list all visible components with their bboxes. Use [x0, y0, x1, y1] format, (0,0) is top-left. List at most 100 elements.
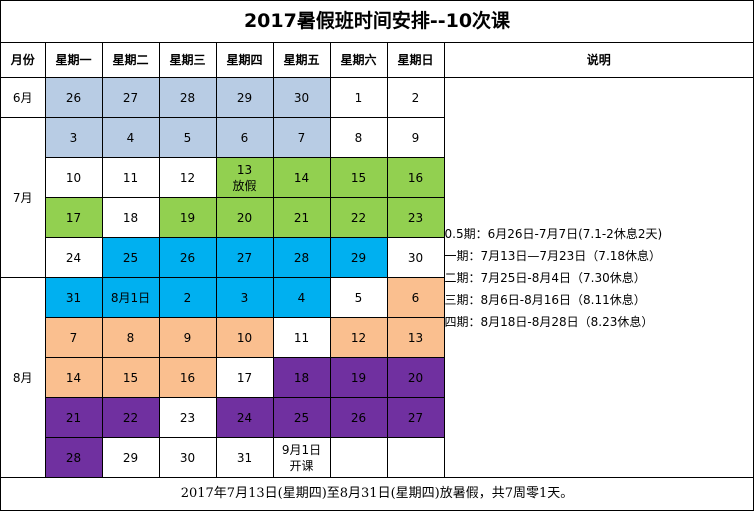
day-cell: 9 — [386, 117, 444, 158]
day-cell: 28 — [45, 437, 103, 478]
header-cell: 星期五 — [272, 43, 331, 78]
day-cell: 27 — [215, 237, 274, 278]
note-line: 一期：7月13日—7月23日（7.18休息） — [444, 248, 662, 263]
day-cell: 8月1日 — [101, 277, 160, 318]
day-cell: 9 — [158, 317, 217, 358]
header-row: 月份 星期一 星期二 星期三 星期四 星期五 星期六 星期日 说明 — [1, 43, 753, 78]
schedule-table: 月份 星期一 星期二 星期三 星期四 星期五 星期六 星期日 说明 6月 26 27 28 29 30 1 2 0… — [1, 43, 753, 478]
day-cell: 2 — [386, 77, 445, 118]
month-cell: 6月 — [1, 77, 46, 118]
day-cell: 22 — [329, 197, 388, 238]
day-cell: 20 — [215, 197, 274, 238]
day-cell: 23 — [386, 197, 444, 238]
day-cell: 18 — [101, 197, 160, 238]
header-cell: 说明 — [443, 43, 753, 78]
day-cell: 31 — [44, 277, 103, 318]
day-cell: 16 — [386, 157, 444, 198]
day-text: 开课 — [289, 458, 314, 473]
day-cell: 25 — [272, 397, 331, 438]
day-cell: 4 — [272, 277, 331, 318]
header-cell: 星期六 — [329, 43, 388, 78]
day-cell: 25 — [101, 237, 160, 278]
week-row: 14 15 16 17 18 19 20 — [1, 357, 753, 398]
day-cell — [386, 437, 444, 478]
day-cell: 28 — [272, 237, 331, 278]
day-cell: 17 — [45, 197, 103, 238]
day-cell: 29 — [215, 77, 274, 118]
day-cell: 22 — [101, 397, 160, 438]
day-cell: 19 — [329, 357, 388, 398]
day-cell: 16 — [158, 357, 217, 398]
header-cell: 星期四 — [215, 43, 274, 78]
day-cell: 14 — [45, 357, 103, 398]
day-cell: 12 — [158, 157, 217, 198]
day-cell: 3 — [44, 117, 103, 158]
day-cell: 19 — [158, 197, 217, 238]
header-cell: 月份 — [1, 43, 46, 78]
day-cell: 8 — [101, 317, 160, 358]
week-row: 17 18 19 20 21 22 23 — [1, 197, 753, 238]
week-row: 24 25 26 27 28 29 30 — [1, 237, 753, 278]
day-cell: 28 — [158, 77, 217, 118]
header-cell: 星期三 — [158, 43, 217, 78]
month-cell: 7月 — [1, 117, 46, 278]
day-cell: 12 — [329, 317, 388, 358]
day-cell: 11 — [101, 157, 160, 198]
week-row: 6月 26 27 28 29 30 1 2 0.5期：6月26日-7月7日(7.1-2休息2天)… — [1, 77, 753, 478]
notes-cell: 0.5期：6月26日-7月7日(7.1-2休息2天) 一期：7月13日—7月23日… — [443, 77, 753, 478]
day-cell: 17 — [215, 357, 274, 398]
day-text: 13 — [236, 162, 253, 177]
day-cell: 14 — [272, 157, 331, 198]
day-cell: 27 — [386, 397, 444, 438]
day-cell: 7 — [272, 117, 331, 158]
day-cell: 29 — [329, 237, 388, 278]
day-cell: 24 — [45, 237, 103, 278]
day-cell: 11 — [272, 317, 331, 358]
day-text: 9月1日 — [281, 442, 322, 457]
day-cell: 6 — [215, 117, 274, 158]
day-cell: 30 — [386, 237, 444, 278]
day-cell: 8 — [329, 117, 388, 158]
week-row: 21 22 23 24 25 26 27 — [1, 397, 753, 438]
month-cell: 8月 — [1, 277, 46, 478]
day-cell: 23 — [158, 397, 217, 438]
title: 2017暑假班时间安排--10次课 — [1, 1, 753, 43]
note-line: 0.5期：6月26日-7月7日(7.1-2休息2天) — [444, 226, 663, 241]
day-cell: 21 — [272, 197, 331, 238]
day-cell: 24 — [215, 397, 274, 438]
day-cell: 27 — [101, 77, 160, 118]
day-cell: 9月1日 开课 — [272, 437, 331, 478]
day-cell: 31 — [215, 437, 274, 478]
week-row: 7月 3 4 5 6 7 8 9 — [1, 117, 753, 278]
day-cell: 13 放假 — [215, 157, 274, 198]
day-cell: 26 — [44, 77, 103, 118]
day-cell: 6 — [386, 277, 444, 318]
day-cell: 7 — [45, 317, 103, 358]
footer: 2017年7月13日(星期四)至8月31日(星期四)放暑假，共7周零1天。 — [180, 486, 574, 501]
day-cell: 1 — [329, 77, 388, 118]
day-cell: 30 — [158, 437, 217, 478]
day-cell: 26 — [329, 397, 388, 438]
day-cell: 15 — [329, 157, 388, 198]
day-cell: 29 — [101, 437, 160, 478]
day-text: 放假 — [232, 178, 257, 193]
day-cell: 26 — [158, 237, 217, 278]
week-row: 7 8 9 10 11 12 13 — [1, 317, 753, 358]
day-cell: 21 — [45, 397, 103, 438]
day-cell: 3 — [215, 277, 274, 318]
note-line: 三期：8月6日-8月16日（8.11休息） — [444, 292, 646, 307]
day-cell: 5 — [158, 117, 217, 158]
week-row: 28 29 30 31 9月1日 开课 — [1, 437, 753, 478]
week-row: 8月 31 8月1日 2 3 4 5 6 — [1, 277, 753, 478]
day-cell: 15 — [101, 357, 160, 398]
day-cell: 10 — [215, 317, 274, 358]
day-cell: 13 — [386, 317, 444, 358]
day-cell — [329, 437, 388, 478]
day-cell: 2 — [158, 277, 217, 318]
header-cell: 星期一 — [44, 43, 103, 78]
day-cell: 4 — [101, 117, 160, 158]
day-cell: 30 — [272, 77, 331, 118]
note-line: 二期：7月25日-8月4日（7.30休息） — [444, 270, 646, 285]
note-line: 四期：8月18日-8月28日（8.23休息） — [444, 314, 654, 329]
